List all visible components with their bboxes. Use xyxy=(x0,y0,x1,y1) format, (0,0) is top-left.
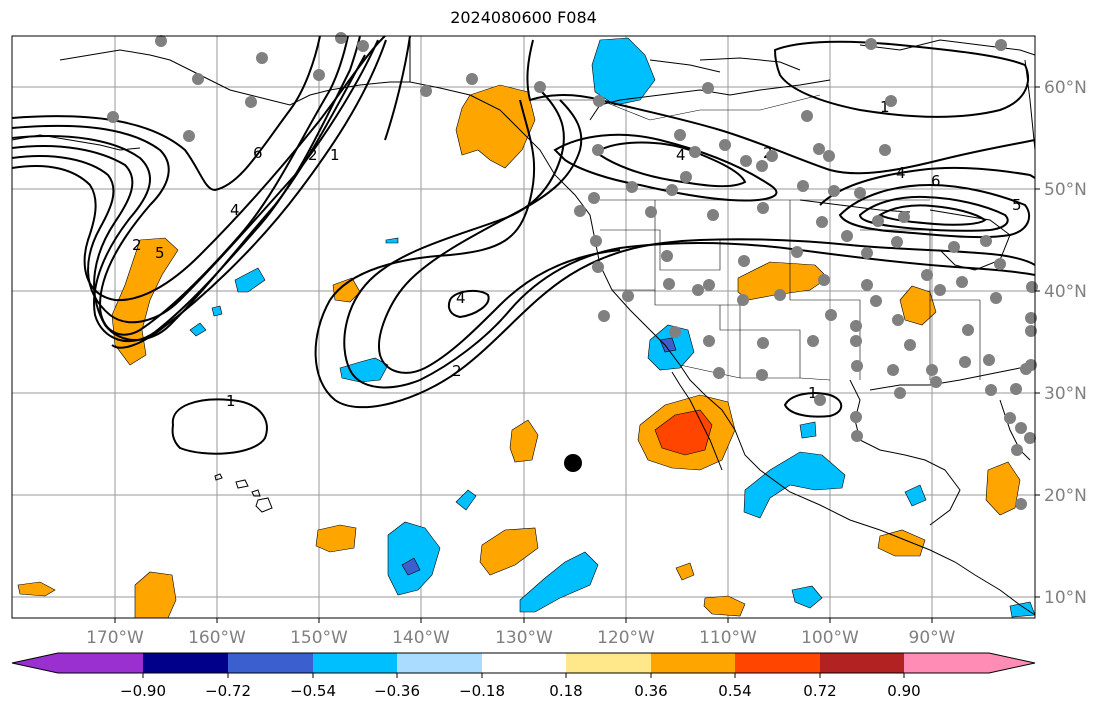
lat-label: 30°N xyxy=(1044,384,1087,404)
orange-patch-midwest xyxy=(899,285,937,326)
darkblue-patch-tropics xyxy=(401,557,421,576)
orange-patch-small-1 xyxy=(332,277,361,303)
blue-patch-tropics-2 xyxy=(519,551,599,613)
orange-patch-subtropical xyxy=(509,419,539,463)
orange-patch-pacific-nw xyxy=(111,237,179,366)
contour-label: 4 xyxy=(676,146,686,164)
colorbar-low-extension xyxy=(12,653,58,673)
blue-patch-tropics-3 xyxy=(455,489,477,511)
colorbar-segment xyxy=(482,653,566,673)
contour-label: 1 xyxy=(330,146,340,164)
blue-patch-gulf-1 xyxy=(904,484,927,507)
anomaly-shading xyxy=(17,37,1036,619)
lat-label: 10°N xyxy=(1044,588,1087,608)
lat-label: 20°N xyxy=(1044,486,1087,506)
colorbar-segment xyxy=(735,653,820,673)
colorbar-segment xyxy=(313,653,397,673)
orange-patch-south-6 xyxy=(703,595,746,617)
orange-patch-mexico-coast xyxy=(877,529,926,557)
contour-label: 4 xyxy=(896,164,906,182)
lon-label: 120°W xyxy=(597,628,655,648)
colorbar-segment xyxy=(143,653,228,673)
lon-label: 110°W xyxy=(699,628,757,648)
contour-label: 1 xyxy=(880,98,890,116)
hawaii-islands xyxy=(214,473,273,513)
colorbar-tick-label: 0.54 xyxy=(718,682,751,700)
orange-patch-south-4 xyxy=(17,581,56,597)
contour-label: 2 xyxy=(308,146,318,164)
contour-label: 6 xyxy=(931,172,941,190)
lon-label: 130°W xyxy=(495,628,553,648)
blue-patch-tropics-4 xyxy=(791,585,823,609)
orange-patch-south-2 xyxy=(479,527,539,576)
orange-patch-south-1 xyxy=(315,524,357,553)
colorbar-tick-label: 0.90 xyxy=(887,682,920,700)
contour-label: 4 xyxy=(230,201,240,219)
lon-label: 140°W xyxy=(392,628,450,648)
colorbar-segment xyxy=(904,653,989,673)
blue-patch-small-mex xyxy=(799,421,817,439)
lon-label: 90°W xyxy=(909,628,956,648)
lon-label: 160°W xyxy=(188,628,246,648)
lat-label: 50°N xyxy=(1044,180,1087,200)
colorbar-tick-label: −0.90 xyxy=(120,682,166,700)
orange-patch-alaska xyxy=(455,84,536,169)
lon-label: 150°W xyxy=(290,628,348,648)
colorbar-tick-label: −0.18 xyxy=(459,682,505,700)
center-marker xyxy=(564,454,582,472)
contour-label: 5 xyxy=(1012,196,1022,214)
lon-label: 100°W xyxy=(801,628,859,648)
lat-label: 40°N xyxy=(1044,282,1087,302)
colorbar-segment xyxy=(228,653,313,673)
contour-label: 6 xyxy=(253,144,263,162)
blue-patch-offshore xyxy=(339,357,389,383)
colorbar-segment xyxy=(820,653,904,673)
orange-patch-south-5 xyxy=(675,562,695,581)
blue-patch-mexico xyxy=(743,451,846,519)
colorbar-tick-labels: −0.90 −0.72 −0.54 −0.36 −0.18 0.18 0.36 … xyxy=(120,682,921,700)
contour-label: 4 xyxy=(456,289,466,307)
colorbar-segment xyxy=(566,653,651,673)
colorbar-outline xyxy=(11,652,1036,674)
blue-patch-small-hawaii xyxy=(211,305,223,317)
map-title: 2024080600 F084 xyxy=(450,8,597,27)
blue-patch-hawaii-ne-2 xyxy=(189,322,207,337)
contours xyxy=(11,35,1036,455)
darkblue-patch-socal xyxy=(659,337,677,353)
blue-patch-hawaii-ne-1 xyxy=(234,267,266,293)
colorbar-segment xyxy=(651,653,735,673)
colorbar-tick-label: −0.54 xyxy=(290,682,336,700)
tick-marks xyxy=(114,86,1040,623)
lon-label: 170°W xyxy=(86,628,144,648)
colorbar-tick-label: −0.36 xyxy=(374,682,420,700)
blue-patch-canada xyxy=(591,37,656,106)
lat-label: 60°N xyxy=(1044,78,1087,98)
colorbar-tick-label: 0.72 xyxy=(803,682,836,700)
contour-label: 2 xyxy=(452,362,462,380)
lon-axis-labels: 170°W 160°W 150°W 140°W 130°W 120°W 110°… xyxy=(86,628,956,648)
lat-axis-labels: 60°N 50°N 40°N 30°N 20°N 10°N xyxy=(1044,78,1087,608)
colorbar-segment xyxy=(397,653,482,673)
contour-label: 1 xyxy=(226,392,236,410)
station-dots xyxy=(107,32,1038,510)
colorbar xyxy=(11,652,1036,678)
contour-label: 1 xyxy=(808,384,818,402)
colorbar-high-extension xyxy=(989,653,1035,673)
contour-label: 5 xyxy=(155,244,165,262)
orange-patch-gulf xyxy=(985,461,1021,516)
colorbar-tick-label: 0.36 xyxy=(634,682,667,700)
colorbar-tick-label: −0.72 xyxy=(205,682,251,700)
colorbar-segment xyxy=(58,653,143,673)
blue-patch-small-pac xyxy=(385,237,399,244)
colorbar-tick-label: 0.18 xyxy=(549,682,582,700)
contour-label-group: 6 2 1 4 5 4 2 1 4 2 2 1 4 6 5 1 1 xyxy=(132,98,1022,410)
contour-label: 2 xyxy=(132,236,142,254)
